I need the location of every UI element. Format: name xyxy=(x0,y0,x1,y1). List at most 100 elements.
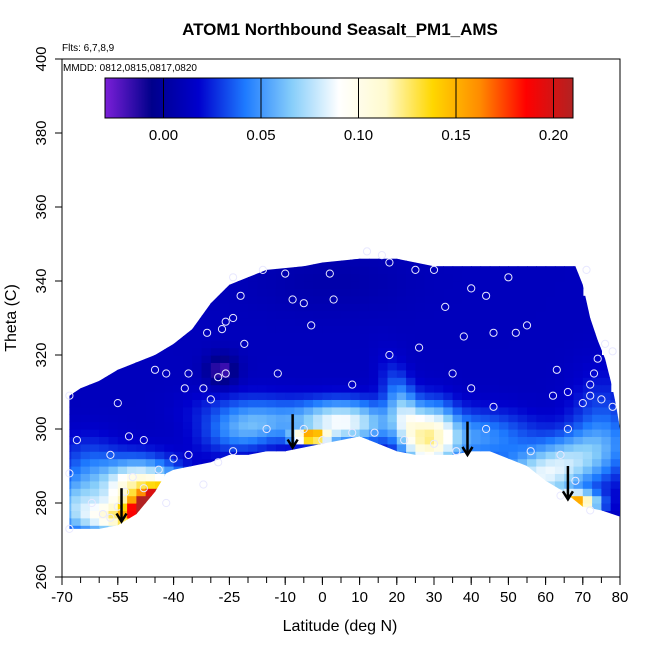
sample-point xyxy=(377,251,386,260)
field-cell xyxy=(108,488,119,497)
field-cell xyxy=(378,429,389,437)
x-tick-label: 60 xyxy=(537,589,554,606)
field-cell xyxy=(313,399,323,408)
field-cell xyxy=(517,377,528,386)
field-cell xyxy=(350,392,361,400)
field-cell xyxy=(238,399,249,408)
field-cell xyxy=(341,392,351,400)
field-cell xyxy=(248,340,258,349)
x-tick-label: -10 xyxy=(274,589,296,606)
field-cell xyxy=(536,362,547,371)
field-cell xyxy=(210,295,221,304)
field-cell xyxy=(582,488,593,497)
field-cell xyxy=(527,429,537,437)
field-cell xyxy=(238,384,249,393)
field-cell xyxy=(80,473,91,482)
field-cell xyxy=(201,399,212,408)
field-cell xyxy=(415,258,426,267)
field-cell xyxy=(508,303,519,312)
field-cell xyxy=(545,281,556,289)
field-cell xyxy=(303,399,314,408)
sample-points-layer xyxy=(65,247,617,534)
field-cell xyxy=(220,340,230,349)
field-cell xyxy=(238,288,249,297)
field-cell xyxy=(592,421,602,430)
field-cell xyxy=(396,406,407,415)
field-cell xyxy=(508,436,519,445)
sample-point xyxy=(411,265,420,274)
field-cell xyxy=(257,303,268,312)
field-cell xyxy=(601,517,612,526)
field-cell xyxy=(517,458,528,467)
field-cell xyxy=(275,392,286,400)
field-cell xyxy=(275,384,286,393)
field-cell xyxy=(443,303,454,312)
field-cell xyxy=(182,473,193,482)
field-cell xyxy=(554,480,565,489)
field-cell xyxy=(266,310,277,319)
field-cell xyxy=(592,377,602,386)
field-cell xyxy=(136,503,147,511)
x-tick-label: -25 xyxy=(219,589,241,606)
field-cell xyxy=(461,318,472,326)
field-cell xyxy=(294,406,305,415)
field-cell xyxy=(489,318,500,326)
field-cell xyxy=(341,443,351,452)
field-cell xyxy=(229,458,240,467)
field-cell xyxy=(331,310,342,319)
field-cell xyxy=(127,362,137,371)
field-cell xyxy=(182,325,193,334)
field-cell xyxy=(573,288,584,297)
field-cell xyxy=(378,392,389,400)
field-cell xyxy=(164,406,175,415)
field-cell xyxy=(620,496,630,504)
field-cell xyxy=(294,436,305,445)
field-cell xyxy=(350,377,361,386)
field-cell xyxy=(527,473,537,482)
field-cell xyxy=(443,318,454,326)
field-cell xyxy=(471,273,482,282)
field-cell xyxy=(452,281,463,289)
field-cell xyxy=(145,362,156,371)
field-cell xyxy=(117,466,128,474)
field-cell xyxy=(387,399,398,408)
field-cell xyxy=(331,281,342,289)
field-cell xyxy=(545,466,556,474)
field-cell xyxy=(592,340,602,349)
field-cell xyxy=(582,310,593,319)
field-cell xyxy=(527,288,537,297)
field-cell xyxy=(285,429,296,437)
field-cell xyxy=(257,451,268,460)
field-cell xyxy=(434,295,444,304)
field-cell xyxy=(145,503,156,511)
sample-point xyxy=(522,321,532,330)
field-cell xyxy=(508,288,519,297)
field-cell xyxy=(99,436,110,445)
field-cell xyxy=(592,362,602,371)
field-cell xyxy=(508,384,519,393)
field-cell xyxy=(173,421,184,430)
field-cell xyxy=(527,318,537,326)
field-cell xyxy=(248,377,258,386)
field-cell xyxy=(117,458,128,467)
field-cell xyxy=(610,392,620,400)
field-cell xyxy=(341,258,351,260)
field-cell xyxy=(108,369,119,378)
field-cell xyxy=(480,258,491,267)
field-cell xyxy=(248,429,258,437)
field-cell xyxy=(582,473,593,482)
field-cell xyxy=(554,310,565,319)
sample-point xyxy=(154,465,163,474)
field-cell xyxy=(173,347,184,356)
field-cell xyxy=(359,421,370,430)
field-cell xyxy=(573,392,584,400)
field-cell xyxy=(192,466,203,474)
field-cell xyxy=(238,406,249,415)
field-cell xyxy=(99,480,110,489)
field-cell xyxy=(545,295,556,304)
field-cell xyxy=(145,495,156,504)
field-cell xyxy=(471,369,482,378)
field-cell xyxy=(452,318,463,326)
field-cell xyxy=(434,310,444,319)
field-cell xyxy=(136,392,147,400)
